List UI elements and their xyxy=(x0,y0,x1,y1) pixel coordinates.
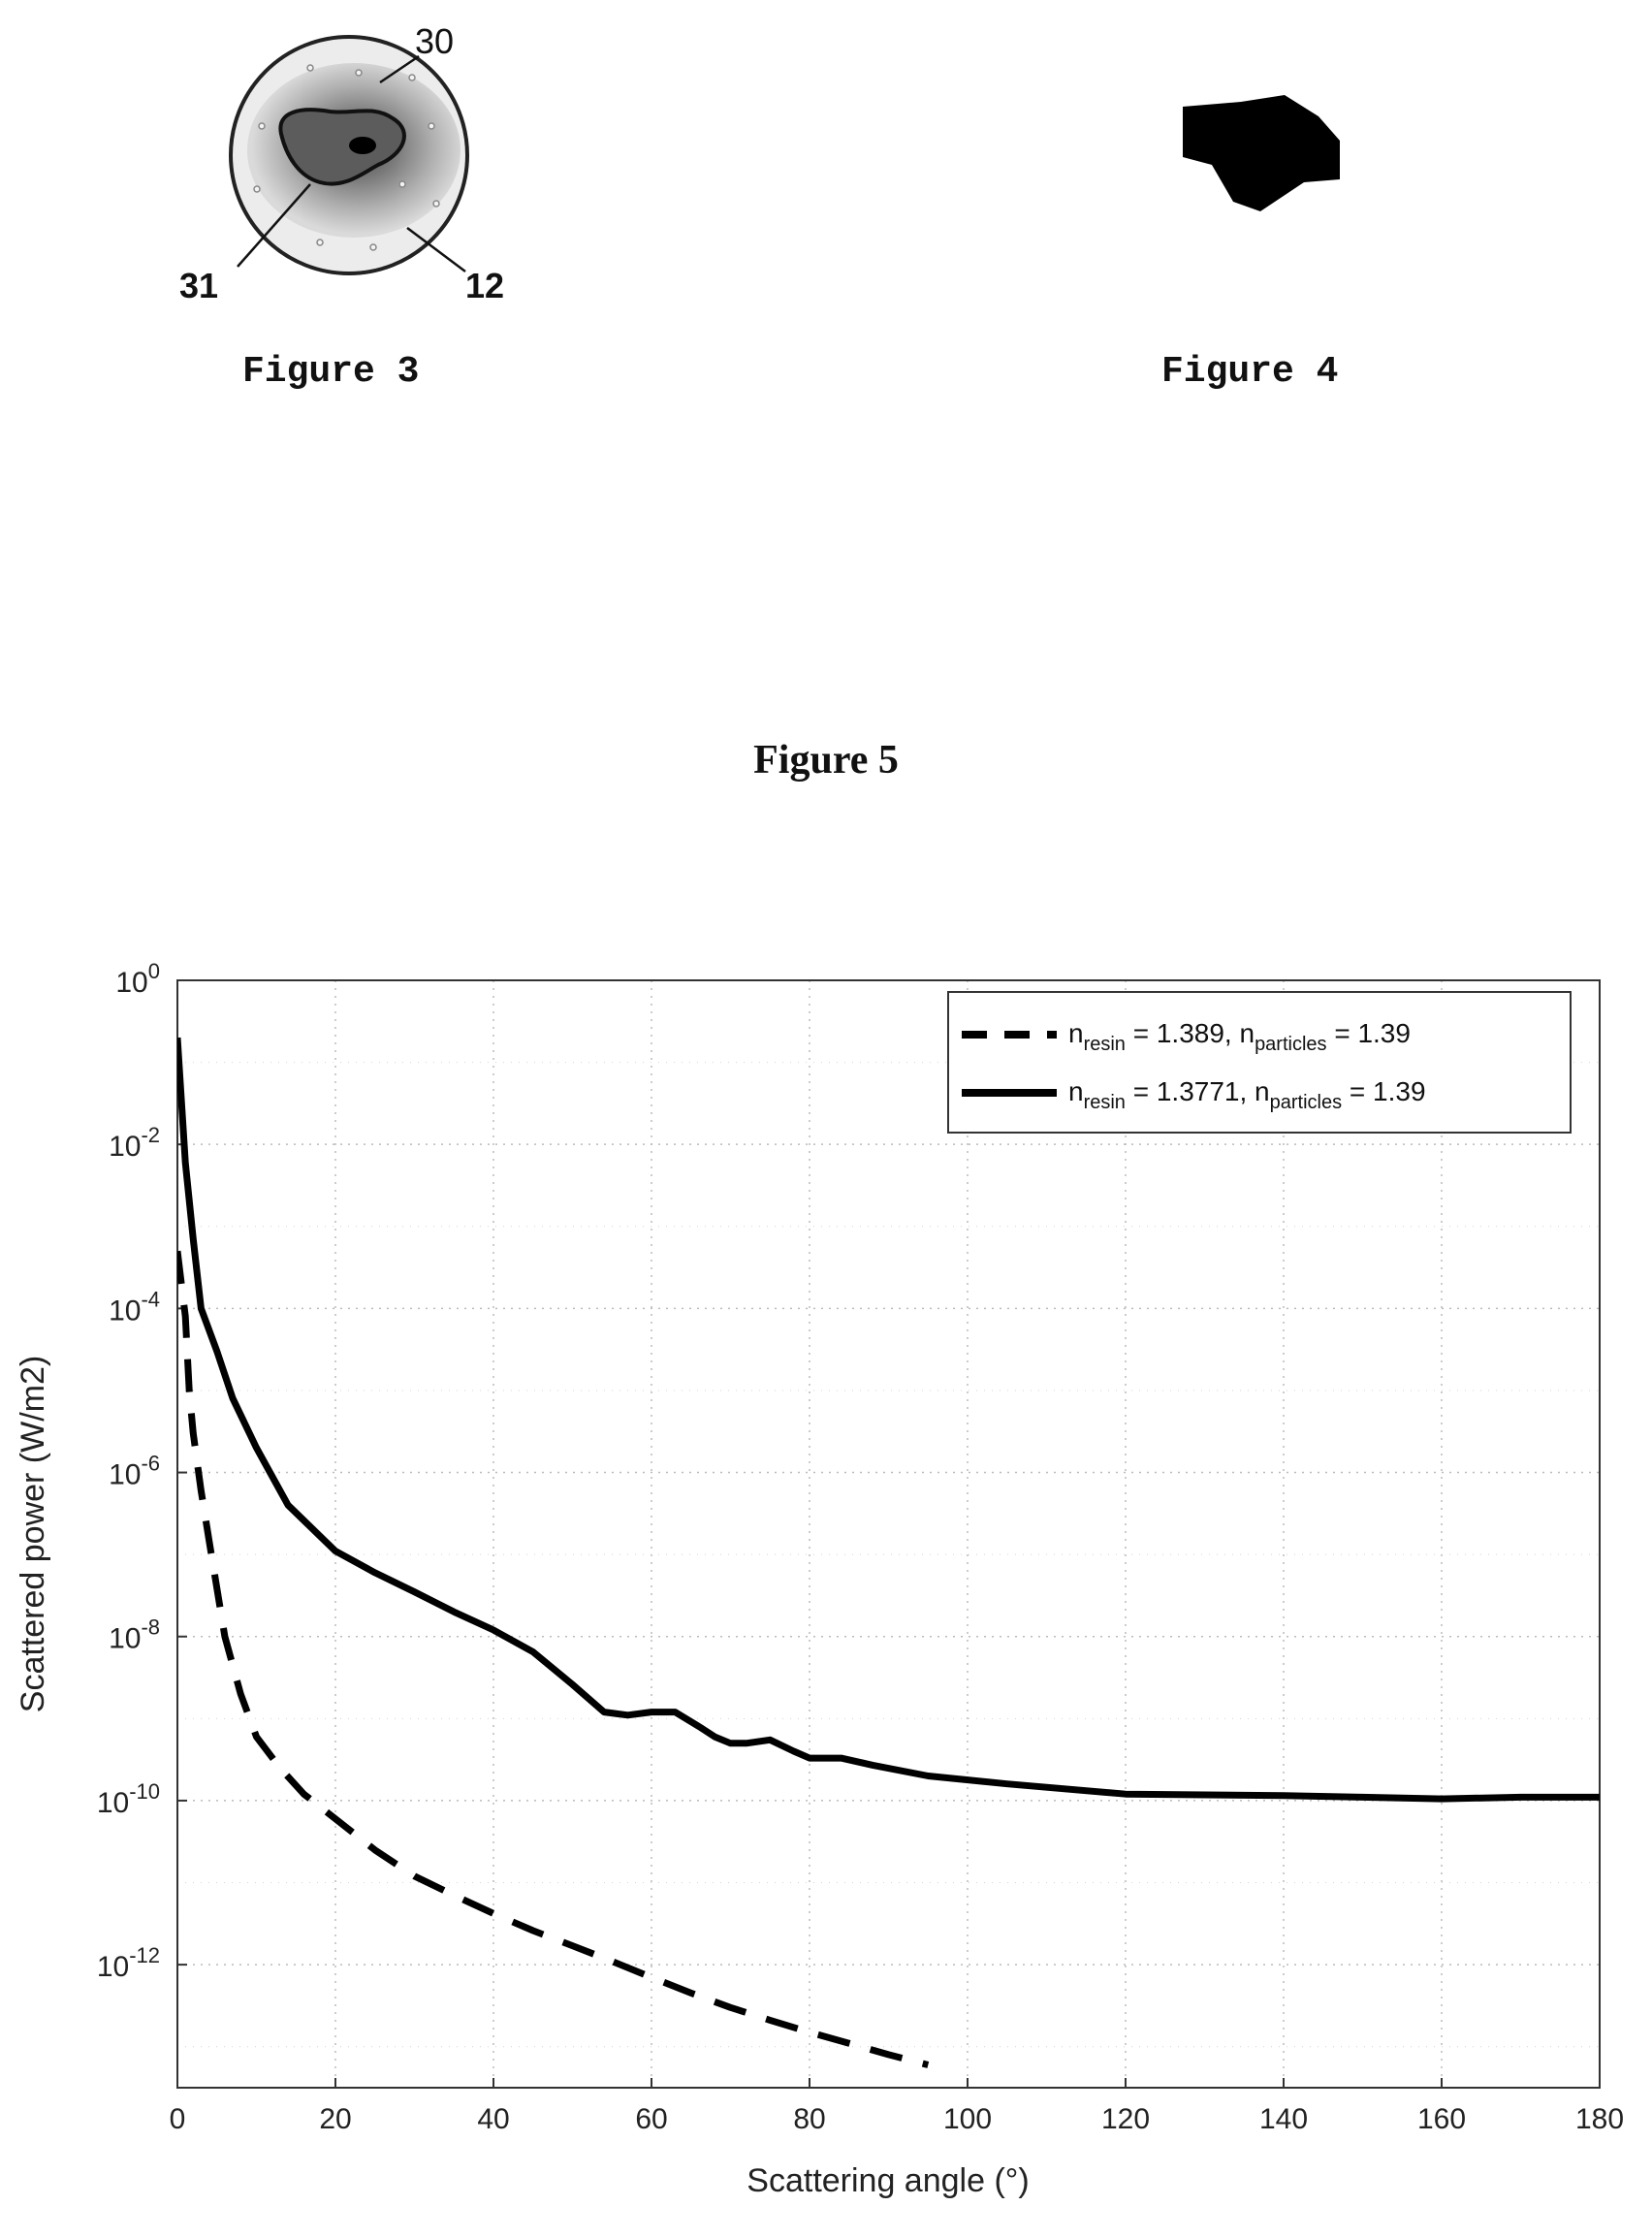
y-axis-label: Scattered power (W/m2) xyxy=(15,1356,51,1712)
ref-label-31: 31 xyxy=(179,266,218,305)
y-tick-labels: 100 10-2 10-4 10-6 10-8 10-10 10-12 xyxy=(97,959,160,1983)
y-tick-label: 10-6 xyxy=(109,1452,160,1491)
figure-5-title: Figure 5 xyxy=(753,738,899,783)
contour-outline xyxy=(278,108,406,186)
y-tick-label: 10-10 xyxy=(97,1779,160,1819)
leader-12 xyxy=(406,227,466,272)
legend-box xyxy=(947,991,1572,1134)
ref-label-12: 12 xyxy=(465,266,504,305)
leader-31 xyxy=(237,183,311,268)
plot-area-frame xyxy=(176,979,1601,2089)
figure-4-drawing xyxy=(1183,95,1340,211)
ref-label-30: 30 xyxy=(415,21,454,61)
x-tick-label: 80 xyxy=(793,2103,825,2135)
figure-5-chart: 0 20 40 60 80 100 120 140 160 180 100 10-2 10-4 10-6… xyxy=(15,959,1624,2199)
y-tick-label: 100 xyxy=(115,959,160,999)
x-tick-label: 120 xyxy=(1101,2103,1150,2135)
x-tick-label: 180 xyxy=(1575,2103,1624,2135)
x-tick-label: 40 xyxy=(477,2103,509,2135)
series-line-solid xyxy=(177,1037,1600,1803)
x-tick-labels: 0 20 40 60 80 100 120 140 160 180 xyxy=(170,2103,1624,2135)
x-tick-label: 60 xyxy=(635,2103,667,2135)
y-tick-label: 10-12 xyxy=(97,1943,160,1983)
figure-4-caption: Figure 4 xyxy=(1161,351,1339,393)
dark-core xyxy=(349,137,376,154)
x-tick-label: 20 xyxy=(319,2103,351,2135)
chart-grid xyxy=(176,979,1601,2088)
x-axis-label: Scattering angle (°) xyxy=(747,2162,1029,2199)
x-tick-label: 0 xyxy=(170,2103,186,2135)
y-tick-label: 10-2 xyxy=(109,1123,160,1163)
leader-30 xyxy=(379,54,420,84)
x-tick-label: 100 xyxy=(943,2103,992,2135)
chart-series xyxy=(177,1037,1600,2068)
y-tick-label: 10-4 xyxy=(109,1287,160,1327)
legend-entry-solid: nresin = 1.3771, nparticles = 1.39 xyxy=(1068,1076,1426,1113)
legend-entry-dashed: nresin = 1.389, nparticles = 1.39 xyxy=(1068,1018,1411,1055)
figure-3-drawing: 30 31 12 xyxy=(179,21,504,305)
figure-3-caption: Figure 3 xyxy=(242,351,420,393)
x-tick-label: 160 xyxy=(1417,2103,1466,2135)
series-line-dashed xyxy=(177,1250,930,2068)
x-tick-label: 140 xyxy=(1259,2103,1308,2135)
y-tick-label: 10-8 xyxy=(109,1615,160,1655)
black-blob xyxy=(1183,95,1340,211)
legend: nresin = 1.389, nparticles = 1.39 nresin… xyxy=(947,991,1572,1134)
